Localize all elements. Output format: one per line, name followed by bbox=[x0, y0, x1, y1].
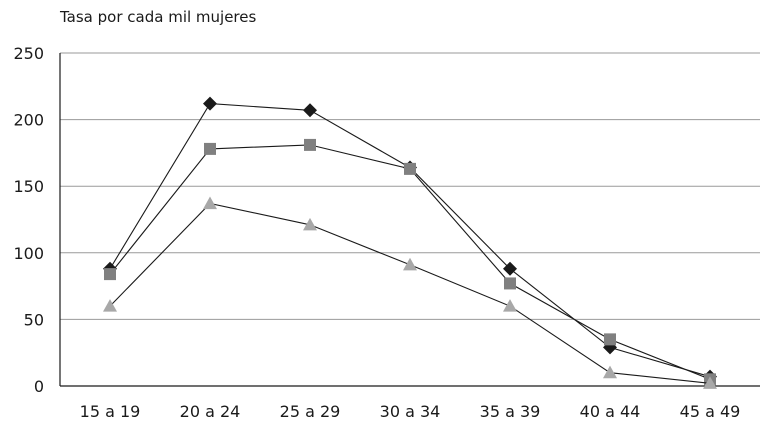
x-tick-labels: 15 a 19 20 a 24 25 a 29 30 a 34 35 a 39 40 a … bbox=[80, 402, 741, 421]
y-tick-label: 0 bbox=[34, 377, 44, 396]
data-point-diamond bbox=[203, 96, 217, 111]
data-point-triangle bbox=[503, 299, 517, 312]
data-point-triangle bbox=[103, 299, 117, 312]
gridlines bbox=[60, 52, 760, 320]
x-tick-label: 25 a 29 bbox=[280, 402, 341, 421]
data-point-square bbox=[404, 162, 416, 175]
x-tick-label: 35 a 39 bbox=[480, 402, 541, 421]
series-group bbox=[103, 96, 717, 389]
series-line bbox=[109, 202, 711, 384]
x-tick-label: 15 a 19 bbox=[80, 402, 141, 421]
series-line bbox=[109, 103, 711, 378]
series-2 bbox=[104, 138, 716, 386]
series-1 bbox=[103, 96, 717, 384]
series-3 bbox=[103, 196, 717, 389]
data-point-triangle bbox=[303, 217, 317, 231]
x-tick-label: 40 a 44 bbox=[580, 402, 641, 421]
data-point-diamond bbox=[503, 261, 517, 276]
data-point-triangle bbox=[203, 196, 217, 210]
y-axis-label: Tasa por cada mil mujeres bbox=[59, 8, 256, 26]
y-tick-label: 200 bbox=[13, 111, 44, 130]
y-tick-labels: 0 50 100 150 200 250 bbox=[13, 44, 44, 396]
y-tick-label: 150 bbox=[13, 177, 44, 196]
data-point-square bbox=[304, 138, 316, 151]
y-tick-label: 250 bbox=[13, 44, 44, 63]
data-point-diamond bbox=[303, 103, 317, 118]
data-point-square bbox=[504, 277, 516, 290]
y-tick-label: 50 bbox=[24, 310, 44, 329]
data-point-square bbox=[604, 333, 616, 346]
y-tick-label: 100 bbox=[13, 244, 44, 263]
axes bbox=[59, 53, 760, 387]
x-tick-label: 30 a 34 bbox=[380, 402, 441, 421]
x-tick-label: 45 a 49 bbox=[680, 402, 741, 421]
data-point-square bbox=[204, 142, 216, 155]
x-tick-label: 20 a 24 bbox=[180, 402, 241, 421]
data-point-triangle bbox=[603, 365, 617, 379]
data-point-square bbox=[104, 268, 116, 281]
data-point-triangle bbox=[703, 376, 717, 389]
data-point-triangle bbox=[403, 257, 417, 271]
